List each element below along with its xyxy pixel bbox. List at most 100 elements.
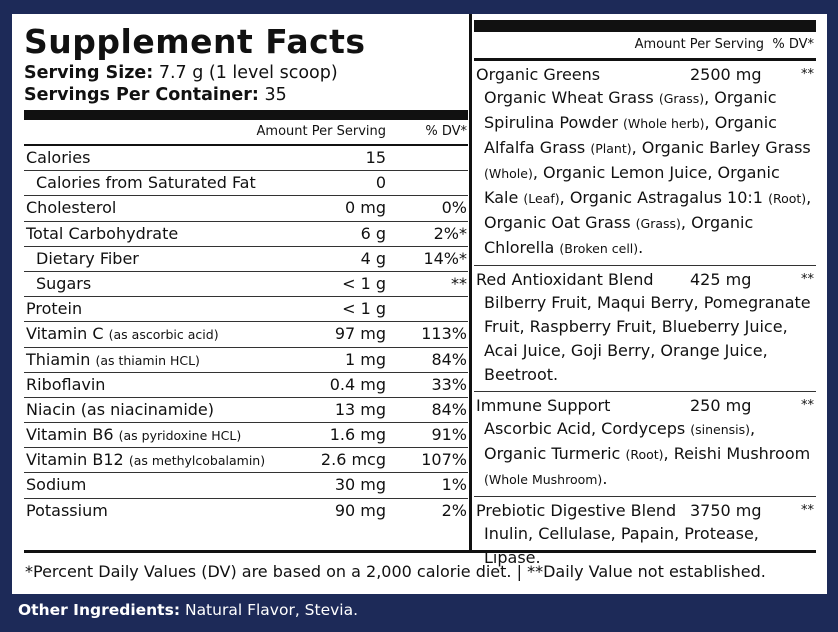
blend-heading: Immune Support 250 mg **	[474, 395, 816, 417]
nutrient-dv: 1%	[441, 475, 467, 495]
nutrient-dv: 84%	[431, 399, 467, 419]
blend-ingredients: Ascorbic Acid, Cordyceps (sinensis), Org…	[474, 417, 816, 492]
blend-dv: **	[801, 272, 814, 287]
nutrient-source: (as ascorbic acid)	[108, 327, 219, 343]
blend-dv-header: % DV*	[772, 37, 814, 52]
other-ingredients: Other Ingredients: Natural Flavor, Stevi…	[18, 599, 358, 621]
nutrient-source: (as pyridoxine HCL)	[118, 428, 242, 444]
nutrient-source: (as thiamin HCL)	[95, 352, 200, 368]
ingredient-text: , Organic Spirulina Powder	[484, 88, 777, 132]
nutrient-name: Calories	[26, 146, 90, 170]
other-ingredients-label: Other Ingredients:	[18, 601, 181, 619]
servings-label: Servings Per Container:	[24, 85, 259, 105]
blend-amount: 2500 mg	[690, 65, 762, 84]
nutrient-row: Thiamin (as thiamin HCL) 1 mg 84%	[24, 348, 468, 373]
serving-size-label: Serving Size:	[24, 63, 154, 83]
ingredient-text: Bilberry Fruit, Maqui Berry, Pomegranate…	[484, 293, 811, 384]
ingredient-text: .	[638, 238, 644, 257]
nutrient-name: Potassium	[26, 499, 108, 523]
servings-per-container: Servings Per Container: 35	[24, 84, 468, 106]
nutrient-name: Vitamin B12 (as methylcobalamin)	[26, 448, 265, 473]
nutrient-row: Vitamin B12 (as methylcobalamin) 2.6 mcg 1…	[24, 448, 468, 474]
nutrient-amount: 2.6 mcg	[320, 450, 386, 470]
nutrient-name: Dietary Fiber	[36, 247, 139, 271]
ingredient-part: (sinensis)	[690, 422, 751, 437]
ingredient-part: (Plant)	[590, 141, 632, 156]
ingredient-text: , Organic Lemon Juice, Organic Kale	[484, 163, 780, 207]
nutrient-row: Sugars < 1 g **	[24, 272, 468, 298]
ingredient-text: .	[602, 469, 608, 488]
nutrient-dv: **	[451, 273, 467, 293]
ingredient-text: , Organic Alfalfa Grass	[484, 113, 777, 157]
ingredient-part: (Whole Mushroom)	[484, 472, 603, 487]
ingredient-text: , Organic Astragalus 10:1	[559, 188, 769, 207]
nutrient-row: Vitamin C (as ascorbic acid) 97 mg 113%	[24, 322, 468, 348]
nutrient-dv: 91%	[431, 425, 467, 445]
nutrient-row: Niacin (as niacinamide) 13 mg 84%	[24, 398, 468, 424]
footnote-rule	[24, 550, 816, 553]
nutrient-dv: 2%*	[433, 223, 467, 243]
nutrient-name: Calories from Saturated Fat	[36, 171, 256, 195]
nutrient-name: Sugars	[36, 272, 91, 296]
ingredient-part: (Whole)	[484, 166, 533, 181]
blend-item: Organic Greens 2500 mg ** Organic Wheat Gra…	[474, 61, 816, 266]
ingredient-part: (Grass)	[635, 216, 681, 231]
ingredient-text: , Organic Chlorella	[484, 213, 754, 257]
nutrient-label: Sugars	[36, 273, 92, 293]
nutrient-row: Protein < 1 g	[24, 297, 468, 323]
blend-dv: **	[801, 67, 814, 82]
nutrient-amount: 30 mg	[334, 475, 386, 495]
nutrient-amount: 13 mg	[334, 399, 386, 419]
nutrient-name: Total Carbohydrate	[26, 222, 178, 246]
nutrient-amount: 0.4 mg	[329, 374, 386, 394]
blend-name: Prebiotic Digestive Blend	[476, 501, 677, 520]
nutrient-dv: 14%*	[423, 248, 467, 268]
nutrient-label: Vitamin B6	[26, 425, 114, 445]
ingredient-part: (Whole herb)	[623, 116, 705, 131]
supplement-facts-panel: Supplement Facts Serving Size: 7.7 g (1 …	[12, 14, 827, 594]
ingredient-part: (Root)	[625, 447, 664, 462]
blend-header: Amount Per Serving % DV*	[474, 32, 816, 61]
nutrient-amount: < 1 g	[342, 273, 386, 293]
blend-heading: Prebiotic Digestive Blend 3750 mg **	[474, 500, 816, 522]
thick-rule	[24, 110, 468, 120]
nutrient-row: Riboflavin 0.4 mg 33%	[24, 373, 468, 398]
nutrient-amount: 0 mg	[344, 198, 386, 218]
nutrient-amount: 1 mg	[344, 349, 386, 369]
nutrient-row: Total Carbohydrate 6 g 2%*	[24, 222, 468, 247]
blend-heading: Red Antioxidant Blend 425 mg **	[474, 269, 816, 291]
blend-name: Organic Greens	[476, 65, 601, 84]
dv-header: % DV*	[425, 124, 467, 139]
nutrient-amount: 1.6 mg	[329, 425, 386, 445]
nutrient-label: Calories from Saturated Fat	[36, 173, 256, 193]
thick-rule-right	[474, 20, 816, 32]
nutrient-label: Thiamin	[26, 349, 91, 369]
blend-amount: 250 mg	[690, 396, 752, 415]
nutrient-label: Vitamin C	[26, 324, 104, 344]
nutrient-dv: 0%	[441, 198, 467, 218]
nutrient-label: Calories	[26, 148, 91, 167]
nutrient-dv: 107%	[421, 450, 467, 470]
column-header: Amount Per Serving % DV*	[24, 120, 468, 146]
nutrient-amount: < 1 g	[342, 299, 386, 319]
nutrient-label: Niacin (as niacinamide)	[26, 399, 215, 419]
nutrient-row: Calories from Saturated Fat 0	[24, 171, 468, 197]
nutrient-label: Potassium	[26, 500, 108, 520]
blend-amount: 425 mg	[690, 270, 752, 289]
blend-item: Immune Support 250 mg ** Ascorbic Acid, Cor…	[474, 392, 816, 497]
nutrient-label: Dietary Fiber	[36, 248, 139, 268]
nutrient-dv: 2%	[441, 500, 467, 520]
nutrient-row: Cholesterol 0 mg 0%	[24, 196, 468, 222]
footnote: *Percent Daily Values (DV) are based on …	[25, 562, 766, 581]
nutrient-amount: 90 mg	[334, 500, 386, 520]
nutrient-row: Potassium 90 mg 2%	[24, 499, 468, 523]
nutrient-name: Vitamin B6 (as pyridoxine HCL)	[26, 423, 241, 448]
blend-ingredients: Organic Wheat Grass (Grass), Organic Spi…	[474, 86, 816, 261]
nutrient-name: Niacin (as niacinamide)	[26, 398, 214, 422]
nutrient-label: Protein	[26, 299, 83, 319]
nutrient-name: Sodium	[26, 473, 86, 497]
ingredient-text: , Organic Turmeric	[484, 419, 756, 463]
ingredient-part: (Leaf)	[523, 191, 560, 206]
nutrient-row: Vitamin B6 (as pyridoxine HCL) 1.6 mg 91%	[24, 423, 468, 449]
nutrient-label: Riboflavin	[26, 374, 106, 394]
